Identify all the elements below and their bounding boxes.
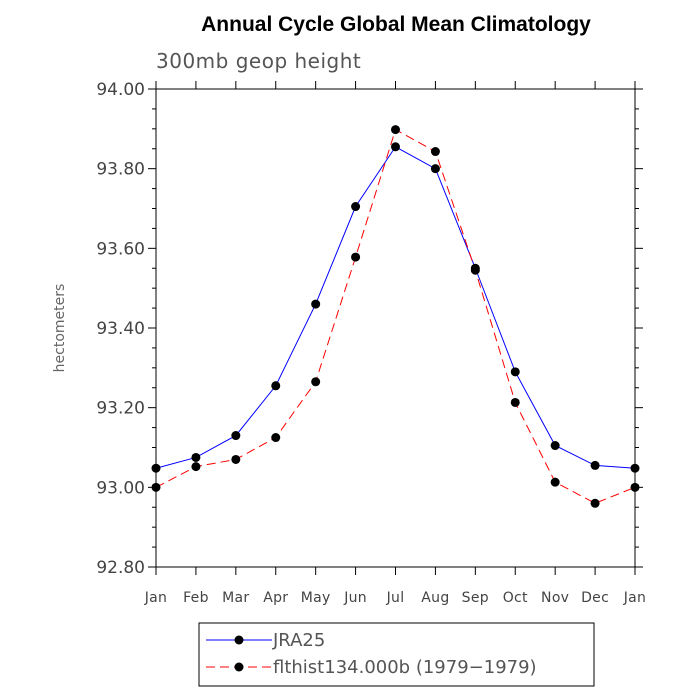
x-tick-label: Apr [263,590,288,606]
y-tick-label: 93.60 [96,239,145,259]
y-tick-label: 93.20 [96,399,145,419]
x-tick-label: Jan [623,590,646,606]
x-tick-label: Nov [541,590,569,606]
legend-label-jra25: JRA25 [272,630,325,651]
data-point-series-1 [391,125,400,135]
chart-subtitle: 300mb geop height [156,49,361,73]
y-tick-label: 93.40 [96,319,145,339]
legend-box [198,622,595,687]
data-point-series-0 [151,463,161,473]
x-tick-label: Jun [343,590,367,606]
x-tick-label: Aug [421,590,449,606]
plot-frame [155,88,636,568]
y-tick-label: 94.00 [96,80,145,100]
x-tick-label: Jan [144,590,167,606]
data-point-series-0 [391,142,400,152]
data-point-series-1 [510,397,520,407]
series-layer [151,125,640,508]
data-point-series-0 [510,367,520,377]
data-point-series-1 [550,477,560,487]
y-tick-label: 93.80 [96,160,145,180]
data-point-series-0 [271,381,281,391]
data-point-series-1 [271,433,281,443]
data-point-series-0 [630,463,640,473]
data-point-series-0 [550,441,560,451]
axes: 92.80 93.00 93.20 93.40 93.60 93.80 94.00 Jan Fe… [96,80,646,606]
legend-label-flthist: flthist134.000b (1979−1979) [273,657,537,678]
data-point-series-0 [590,460,600,470]
data-point-series-1 [630,482,640,492]
legend-marker-flthist [234,662,244,672]
data-point-series-1 [430,147,440,157]
data-point-series-1 [151,482,161,492]
chart-title: Annual Cycle Global Mean Climatology [201,13,591,36]
y-tick-label: 93.00 [96,478,145,498]
data-point-series-0 [231,431,241,441]
data-point-series-1 [231,454,241,464]
x-tick-label: Dec [581,590,609,606]
series-line-1 [155,128,636,504]
data-point-series-0 [311,299,321,309]
data-point-series-1 [590,498,600,508]
data-point-series-1 [191,462,201,472]
x-tick-label: Jul [386,590,405,606]
legend-marker-jra25 [234,635,244,645]
x-tick-label: Oct [503,590,528,606]
data-point-series-0 [191,452,201,462]
x-tick-label: Mar [222,590,249,606]
data-point-series-1 [311,377,321,387]
y-axis-label: hectometers [52,284,68,373]
series-line-0 [155,146,636,469]
data-point-series-0 [430,164,440,174]
x-tick-label: Feb [183,590,209,606]
x-tick-label: Sep [462,590,489,606]
x-tick-label: May [301,590,331,606]
data-point-series-1 [470,265,480,275]
data-point-series-1 [351,252,361,262]
data-point-series-0 [351,202,361,212]
y-tick-label: 92.80 [96,558,145,578]
